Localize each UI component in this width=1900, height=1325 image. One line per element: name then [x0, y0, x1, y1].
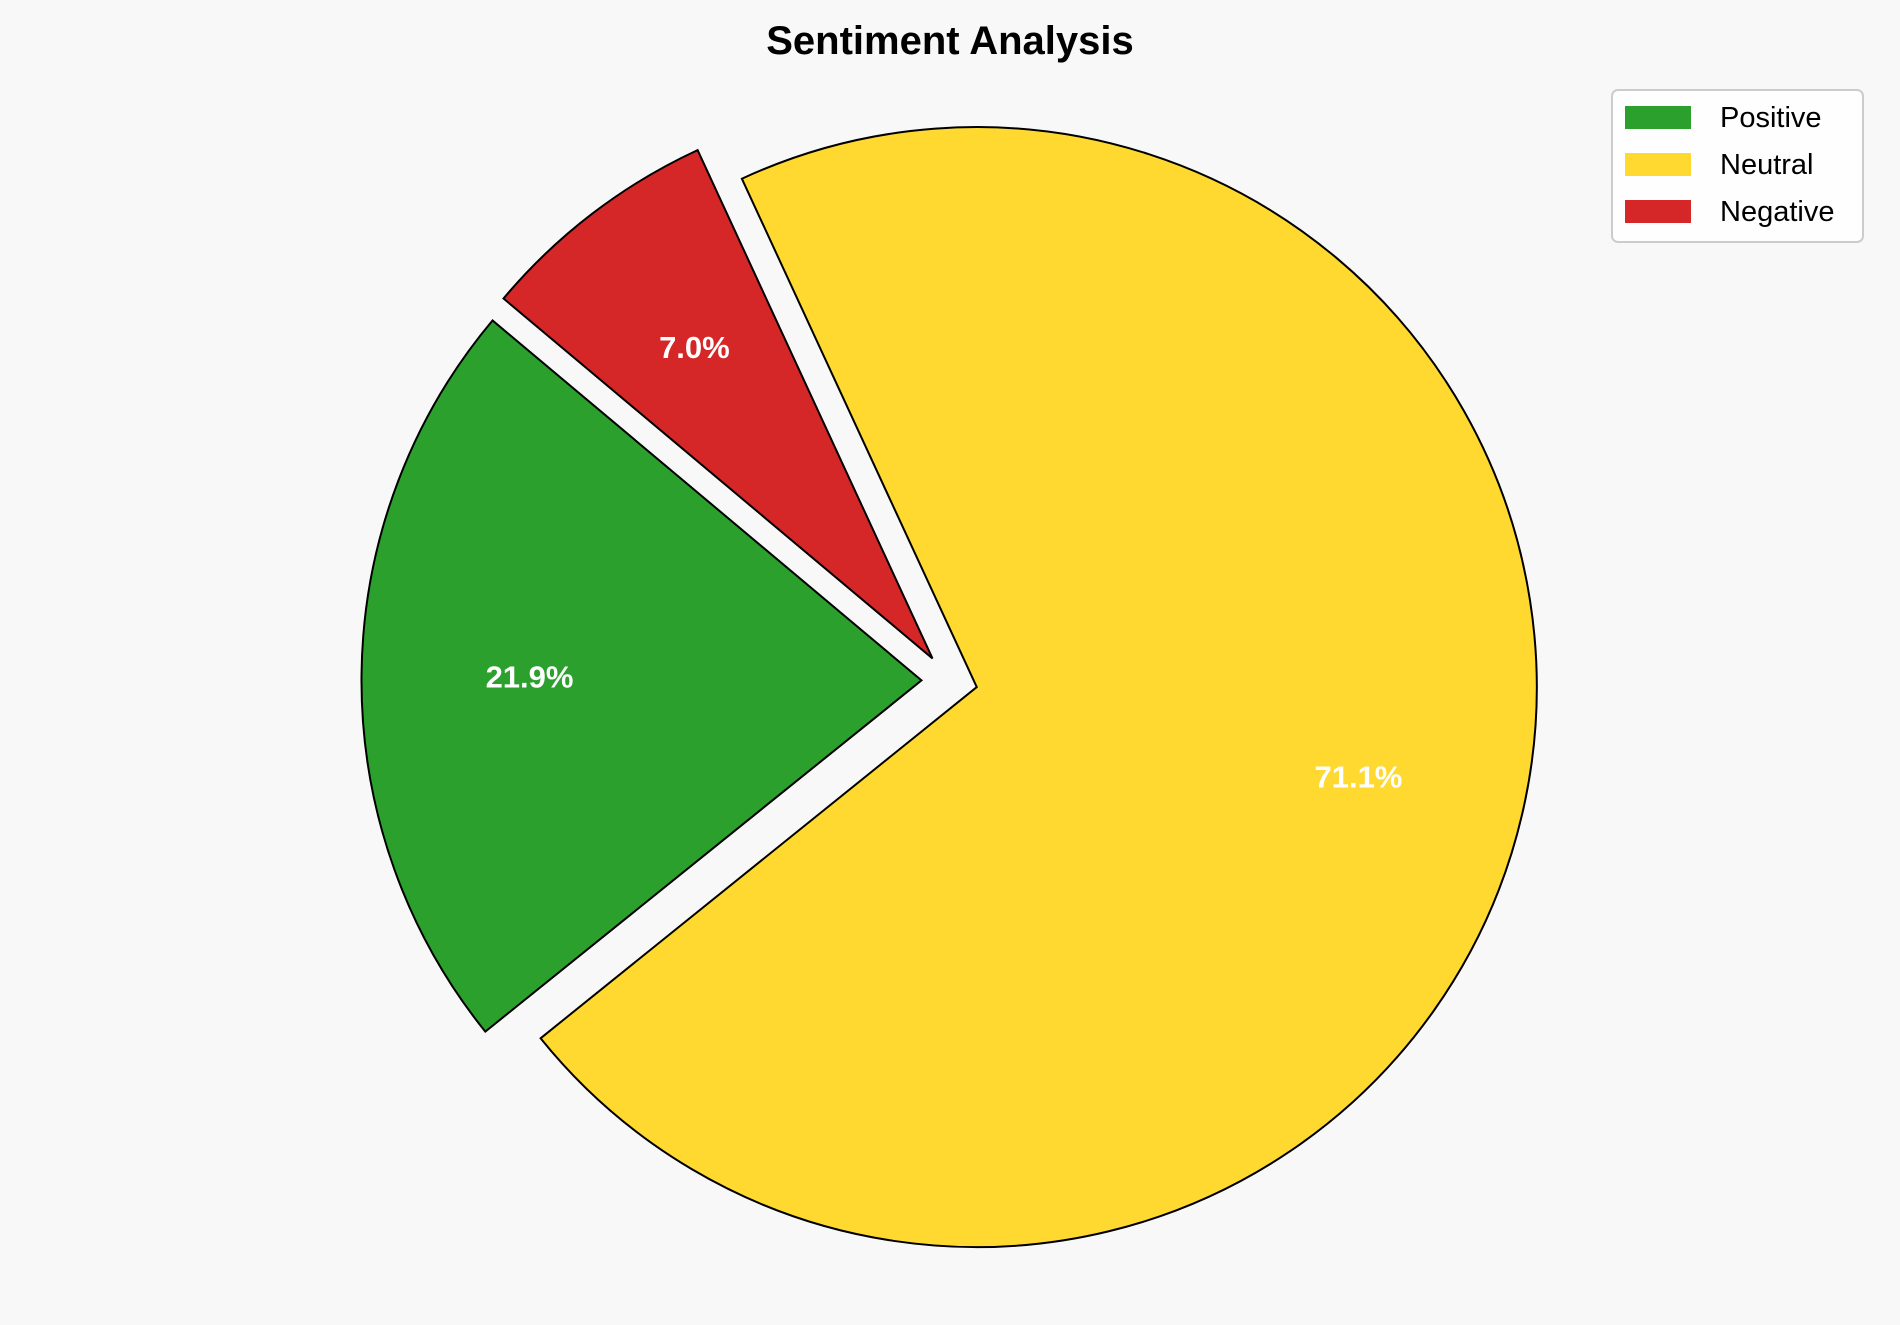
pie-wedges [360, 126, 1538, 1249]
legend-swatch-positive [1625, 106, 1691, 129]
legend-label-positive: Positive [1720, 102, 1822, 134]
legend-swatch-negative [1625, 200, 1691, 223]
pct-label-positive: 21.9% [486, 659, 574, 694]
chart-title: Sentiment Analysis [766, 19, 1134, 63]
pct-label-negative: 7.0% [659, 330, 730, 365]
pct-label-neutral: 71.1% [1314, 759, 1402, 794]
wedge-positive [360, 319, 924, 1034]
legend-swatch-neutral [1625, 153, 1691, 176]
legend-label-neutral: Neutral [1720, 149, 1814, 181]
wedge-neutral [539, 126, 1538, 1249]
pie-labels: 21.9% 71.1% 7.0% [486, 330, 1403, 794]
legend-label-negative: Negative [1720, 196, 1834, 228]
legend: Positive Neutral Negative [1611, 89, 1864, 243]
wedge-negative [502, 148, 934, 660]
